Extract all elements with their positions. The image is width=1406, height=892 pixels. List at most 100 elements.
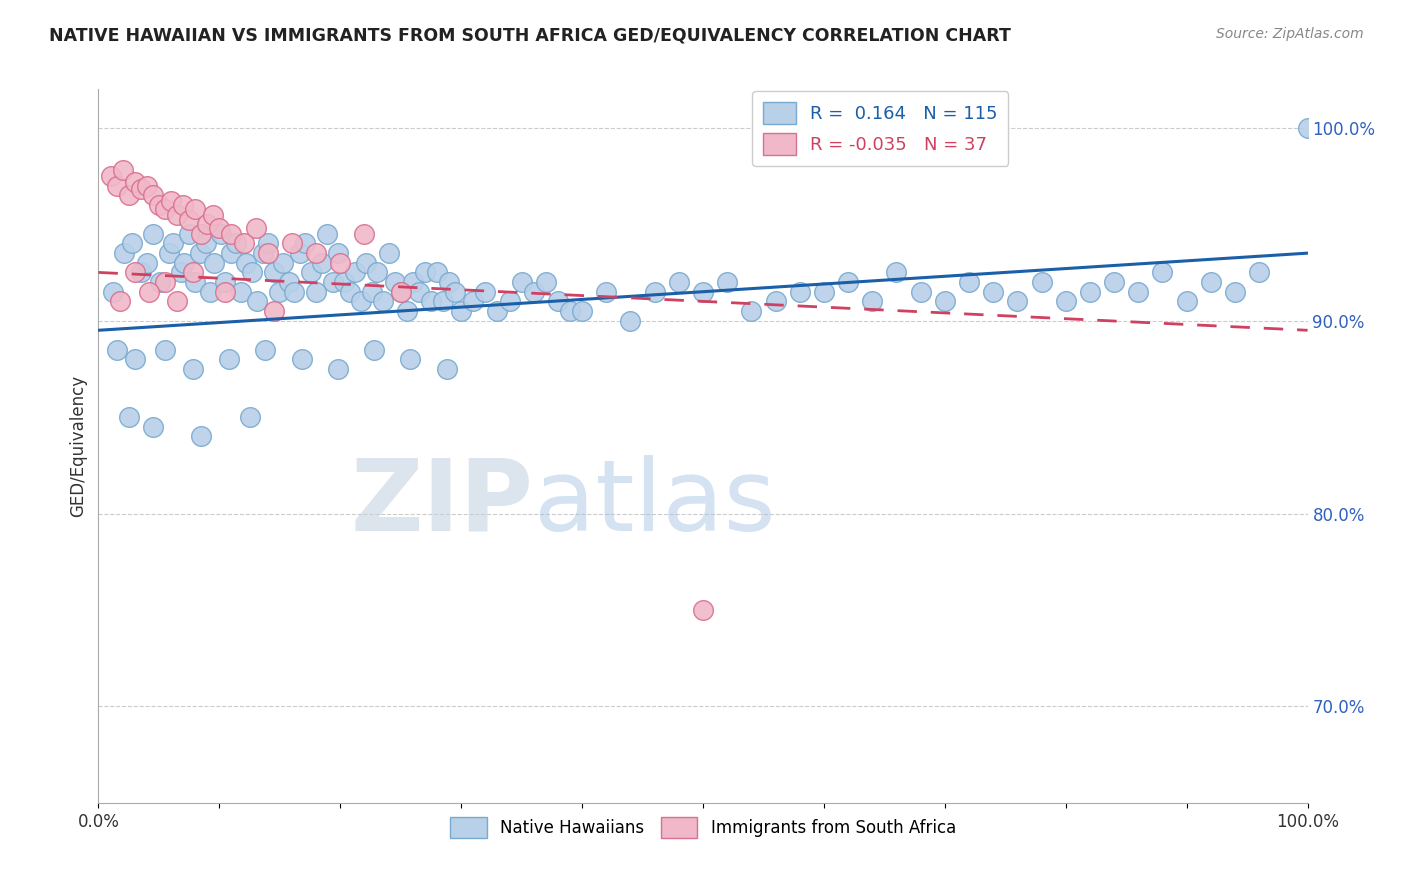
Legend: Native Hawaiians, Immigrants from South Africa: Native Hawaiians, Immigrants from South …	[443, 811, 963, 845]
Point	[1054, 294, 1077, 309]
Point	[305, 246, 328, 260]
Point	[886, 265, 908, 279]
Point	[157, 246, 180, 260]
Point	[343, 265, 366, 279]
Point	[263, 265, 285, 279]
Text: ZIP: ZIP	[352, 455, 534, 551]
Point	[474, 285, 496, 299]
Point	[322, 275, 344, 289]
Point	[153, 275, 176, 289]
Point	[195, 217, 218, 231]
Point	[692, 603, 714, 617]
Point	[283, 285, 305, 299]
Point	[934, 294, 956, 309]
Point	[184, 275, 207, 289]
Point	[246, 294, 269, 309]
Point	[294, 236, 316, 251]
Point	[184, 202, 207, 216]
Point	[498, 294, 520, 309]
Point	[384, 275, 406, 289]
Point	[221, 246, 243, 260]
Point	[1223, 285, 1246, 299]
Point	[153, 343, 176, 357]
Point	[105, 178, 128, 193]
Point	[209, 227, 232, 241]
Point	[100, 169, 122, 183]
Point	[263, 304, 285, 318]
Point	[486, 304, 509, 318]
Point	[316, 227, 339, 241]
Point	[190, 227, 212, 241]
Point	[179, 227, 201, 241]
Point	[108, 294, 131, 309]
Point	[105, 343, 128, 357]
Point	[305, 285, 328, 299]
Point	[195, 236, 218, 251]
Point	[571, 304, 593, 318]
Point	[354, 256, 377, 270]
Point	[252, 246, 274, 260]
Point	[181, 265, 204, 279]
Point	[135, 256, 157, 270]
Point	[245, 221, 267, 235]
Point	[124, 175, 146, 189]
Point	[204, 256, 226, 270]
Point	[371, 294, 394, 309]
Point	[121, 236, 143, 251]
Point	[1078, 285, 1101, 299]
Point	[254, 343, 277, 357]
Point	[668, 275, 690, 289]
Point	[558, 304, 581, 318]
Point	[229, 285, 252, 299]
Point	[981, 285, 1004, 299]
Point	[214, 285, 236, 299]
Point	[181, 362, 204, 376]
Point	[547, 294, 569, 309]
Point	[437, 275, 460, 289]
Point	[169, 265, 191, 279]
Point	[311, 256, 333, 270]
Point	[408, 285, 430, 299]
Point	[534, 275, 557, 289]
Point	[692, 285, 714, 299]
Point	[426, 265, 449, 279]
Point	[1175, 294, 1198, 309]
Point	[510, 275, 533, 289]
Point	[225, 236, 247, 251]
Point	[789, 285, 811, 299]
Point	[290, 246, 312, 260]
Text: NATIVE HAWAIIAN VS IMMIGRANTS FROM SOUTH AFRICA GED/EQUIVALENCY CORRELATION CHAR: NATIVE HAWAIIAN VS IMMIGRANTS FROM SOUTH…	[49, 27, 1011, 45]
Point	[1128, 285, 1150, 299]
Point	[290, 352, 312, 367]
Point	[910, 285, 932, 299]
Point	[326, 246, 349, 260]
Point	[837, 275, 859, 289]
Point	[149, 275, 172, 289]
Point	[377, 246, 399, 260]
Text: atlas: atlas	[534, 455, 775, 551]
Point	[124, 352, 146, 367]
Point	[1102, 275, 1125, 289]
Point	[444, 285, 467, 299]
Point	[218, 352, 240, 367]
Point	[179, 213, 201, 227]
Point	[202, 208, 225, 222]
Point	[239, 410, 262, 425]
Point	[142, 419, 165, 434]
Point	[129, 182, 152, 196]
Point	[208, 221, 231, 235]
Point	[124, 265, 146, 279]
Point	[326, 362, 349, 376]
Point	[153, 202, 176, 216]
Point	[160, 194, 183, 208]
Point	[118, 410, 141, 425]
Point	[166, 294, 188, 309]
Point	[350, 294, 373, 309]
Point	[135, 178, 157, 193]
Point	[765, 294, 787, 309]
Point	[523, 285, 546, 299]
Point	[281, 236, 304, 251]
Point	[172, 198, 194, 212]
Point	[142, 227, 165, 241]
Point	[339, 285, 361, 299]
